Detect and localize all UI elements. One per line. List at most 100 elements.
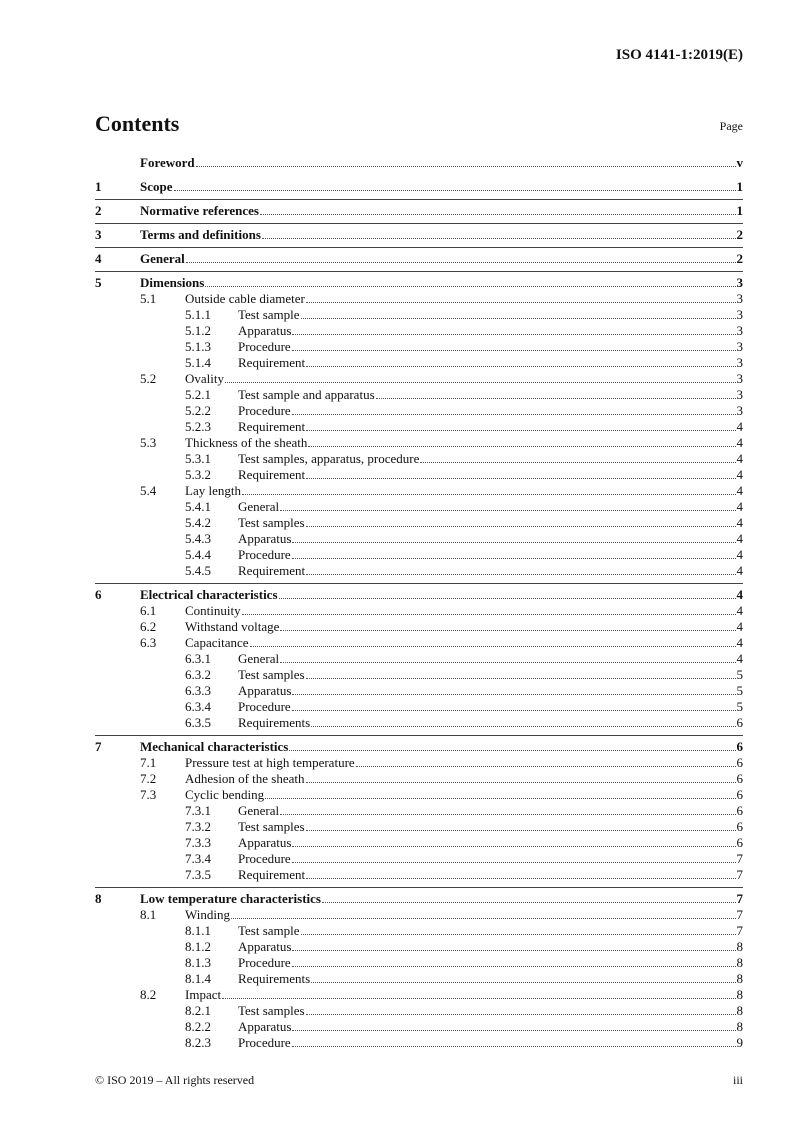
toc-entry-page: 5 — [736, 667, 744, 682]
toc-entry-title: Apparatus — [238, 939, 292, 954]
toc-entry-title: Foreword — [140, 155, 195, 170]
toc-entry[interactable]: 6.3.5 Requirements 6 — [95, 715, 743, 731]
toc-entry[interactable]: 6.3.1 General 4 — [95, 651, 743, 667]
dot-leader — [195, 166, 736, 167]
toc-entry[interactable]: 6.3.2 Test samples 5 — [95, 667, 743, 683]
copyright-notice: © ISO 2019 – All rights reserved — [95, 1073, 255, 1087]
toc-entry[interactable]: 7 Mechanical characteristics 6 — [95, 739, 743, 755]
toc-entry[interactable]: 5.4.4 Procedure 4 — [95, 547, 743, 563]
toc-entry-title: Requirement — [238, 563, 306, 578]
toc-entry-page: 4 — [736, 651, 744, 666]
toc-entry-number: 8.2.1 — [185, 1003, 211, 1018]
dot-leader — [375, 398, 736, 399]
toc-entry[interactable]: 8 Low temperature characteristics 7 — [95, 891, 743, 907]
toc-entry[interactable]: Foreword v — [95, 155, 743, 171]
toc-entry[interactable]: 5.3 Thickness of the sheath 4 — [95, 435, 743, 451]
toc-entry[interactable]: 8.2.2 Apparatus 8 — [95, 1019, 743, 1035]
dot-leader — [306, 430, 736, 431]
toc-entry[interactable]: 8.1.2 Apparatus 8 — [95, 939, 743, 955]
toc-entry[interactable]: 7.3.2 Test samples 6 — [95, 819, 743, 835]
toc-entry[interactable]: 5.4.1 General 4 — [95, 499, 743, 515]
toc-entry-number: 7.3.5 — [185, 867, 211, 882]
toc-entry[interactable]: 5.4 Lay length 4 — [95, 483, 743, 499]
toc-entry-title: Mechanical characteristics — [140, 739, 289, 754]
toc-entry[interactable]: 5.3.1 Test samples, apparatus, procedure 4 — [95, 451, 743, 467]
toc-entry-number: 5.1 — [140, 291, 157, 306]
toc-entry[interactable]: 5.1 Outside cable diameter 3 — [95, 291, 743, 307]
toc-entry[interactable]: 8.1 Winding 7 — [95, 907, 743, 923]
toc-entry[interactable]: 3 Terms and definitions 2 — [95, 227, 743, 243]
toc-entry[interactable]: 5.1.1 Test sample 3 — [95, 307, 743, 323]
toc-entry-title: General — [140, 251, 185, 266]
toc-entry[interactable]: 7.2 Adhesion of the sheath 6 — [95, 771, 743, 787]
toc-entry-title: Normative references — [140, 203, 259, 218]
dot-leader — [260, 214, 736, 215]
toc-entry[interactable]: 7.1 Pressure test at high temperature 6 — [95, 755, 743, 771]
toc-entry[interactable]: 5 Dimensions 3 — [95, 275, 743, 291]
toc-entry-page: 2 — [736, 251, 744, 266]
toc-entry-number: 8.1.3 — [185, 955, 211, 970]
toc-entry[interactable]: 6.1 Continuity 4 — [95, 603, 743, 619]
toc-entry[interactable]: 8.2 Impact 8 — [95, 987, 743, 1003]
toc-entry[interactable]: 4 General 2 — [95, 251, 743, 267]
toc-entry[interactable]: 7.3.4 Procedure 7 — [95, 851, 743, 867]
toc-entry[interactable]: 6.2 Withstand voltage 4 — [95, 619, 743, 635]
toc-entry-title: Dimensions — [140, 275, 205, 290]
toc-entry-title: Apparatus — [238, 1019, 292, 1034]
toc-entry[interactable]: 5.1.3 Procedure 3 — [95, 339, 743, 355]
toc-entry[interactable]: 8.1.1 Test sample 7 — [95, 923, 743, 939]
toc-entry[interactable]: 5.4.2 Test samples 4 — [95, 515, 743, 531]
toc-entry[interactable]: 1 Scope 1 — [95, 179, 743, 195]
toc-entry[interactable]: 5.2 Ovality 3 — [95, 371, 743, 387]
toc-entry[interactable]: 6.3.4 Procedure 5 — [95, 699, 743, 715]
toc-entry[interactable]: 7.3.3 Apparatus 6 — [95, 835, 743, 851]
toc-entry-number: 5.3.2 — [185, 467, 211, 482]
toc-entry[interactable]: 5.2.1 Test sample and apparatus 3 — [95, 387, 743, 403]
toc-entry-page: 3 — [736, 307, 744, 322]
toc-entry-title: Outside cable diameter — [185, 291, 305, 306]
toc-entry[interactable]: 6.3 Capacitance 4 — [95, 635, 743, 651]
toc-entry[interactable]: 6 Electrical characteristics 4 — [95, 587, 743, 603]
toc-entry-title: Terms and definitions — [140, 227, 261, 242]
toc-entry-title: Requirement — [238, 867, 306, 882]
toc-entry-title: Lay length — [185, 483, 241, 498]
toc-entry[interactable]: 8.1.3 Procedure 8 — [95, 955, 743, 971]
toc-entry-title: Apparatus — [238, 323, 292, 338]
toc-entry-number: 7.3.2 — [185, 819, 211, 834]
toc-entry[interactable]: 8.1.4 Requirements 8 — [95, 971, 743, 987]
dot-leader — [292, 950, 736, 951]
toc-entry[interactable]: 2 Normative references 1 — [95, 203, 743, 219]
toc-entry[interactable]: 8.2.3 Procedure 9 — [95, 1035, 743, 1051]
dot-leader — [280, 510, 736, 511]
toc-entry-number: 5.4.4 — [185, 547, 211, 562]
toc-entry[interactable]: 5.4.5 Requirement 4 — [95, 563, 743, 579]
table-of-contents: Foreword v 1 Scope 1 2 Normative references 1 3 T… — [95, 155, 743, 1051]
dot-leader — [291, 350, 736, 351]
toc-entry[interactable]: 5.3.2 Requirement 4 — [95, 467, 743, 483]
toc-entry[interactable]: 5.2.3 Requirement 4 — [95, 419, 743, 435]
toc-entry[interactable]: 7.3.5 Requirement 7 — [95, 867, 743, 883]
toc-entry[interactable]: 7.3 Cyclic bending 6 — [95, 787, 743, 803]
toc-entry-title: Apparatus — [238, 683, 292, 698]
toc-entry[interactable]: 7.3.1 General 6 — [95, 803, 743, 819]
toc-entry[interactable]: 5.4.3 Apparatus 4 — [95, 531, 743, 547]
toc-entry[interactable]: 6.3.3 Apparatus 5 — [95, 683, 743, 699]
toc-entry[interactable]: 8.2.1 Test samples 8 — [95, 1003, 743, 1019]
toc-entry[interactable]: 5.1.4 Requirement 3 — [95, 355, 743, 371]
toc-entry-page: 1 — [736, 203, 744, 218]
dot-leader — [225, 382, 736, 383]
dot-leader — [291, 558, 736, 559]
toc-entry-page: 4 — [736, 451, 744, 466]
section-divider — [95, 583, 743, 584]
toc-entry-page: 3 — [736, 291, 744, 306]
toc-entry-page: 8 — [736, 971, 744, 986]
toc-entry-page: 3 — [736, 323, 744, 338]
toc-entry-title: Test samples — [238, 1003, 305, 1018]
toc-entry[interactable]: 5.2.2 Procedure 3 — [95, 403, 743, 419]
toc-entry-title: Test samples — [238, 819, 305, 834]
toc-entry-title: Continuity — [185, 603, 241, 618]
section-divider — [95, 735, 743, 736]
toc-entry[interactable]: 5.1.2 Apparatus 3 — [95, 323, 743, 339]
toc-entry-title: Test samples — [238, 515, 305, 530]
toc-entry-title: Ovality — [185, 371, 224, 386]
